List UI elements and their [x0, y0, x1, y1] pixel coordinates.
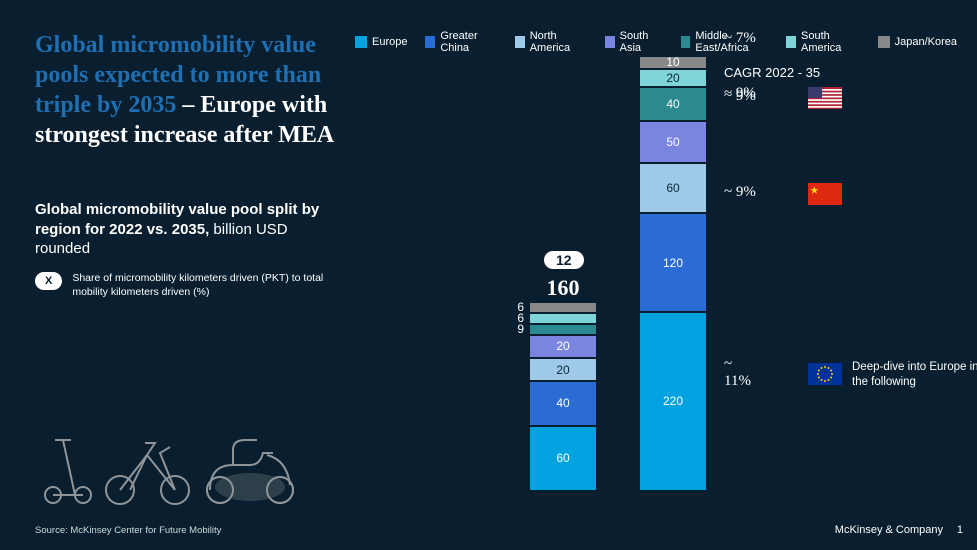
- legend-item: Greater China: [425, 30, 496, 54]
- legend-label: Japan/Korea: [895, 36, 957, 48]
- legend-label: South Asia: [620, 30, 663, 54]
- bar-segment: 40: [640, 88, 706, 120]
- legend-swatch: [878, 36, 890, 48]
- bar-column: 10 20 4050601202202035: [640, 55, 706, 490]
- us-flag-icon: [808, 87, 842, 109]
- legend: Europe Greater China North America South As…: [355, 30, 957, 54]
- legend-swatch: [786, 36, 796, 48]
- legend-swatch: [605, 36, 615, 48]
- pkt-pill: X: [35, 272, 62, 290]
- attribution: McKinsey & Company: [835, 524, 943, 536]
- legend-label: North America: [530, 30, 587, 54]
- legend-item: Europe: [355, 30, 407, 54]
- bar-segment: 120: [640, 214, 706, 311]
- year-label: 2035: [640, 472, 706, 490]
- bar-segment: 20: [530, 359, 596, 380]
- slide-subtitle: Global micromobility value pool split by…: [35, 200, 325, 259]
- bar-segment: 60: [640, 164, 706, 212]
- year-label: 2022: [530, 472, 596, 490]
- bar-segment: 6: [530, 314, 596, 323]
- cagr-value: ~ 9%: [724, 88, 756, 105]
- legend-item: Japan/Korea: [878, 30, 957, 54]
- bar-segment: 9: [530, 325, 596, 334]
- slide-title: Global micromobility value pools expecte…: [35, 30, 335, 150]
- cagr-value: ~ 7%: [724, 30, 756, 47]
- bar-column: 669202040602022: [530, 55, 596, 490]
- bar-segment: 10: [640, 57, 706, 68]
- cagr-header: CAGR 2022 - 35: [724, 65, 820, 80]
- page-number: 1: [957, 524, 963, 536]
- cagr-value: ~ 9%: [724, 184, 756, 201]
- legend-item: South Asia: [605, 30, 663, 54]
- bar-segment: 50: [640, 122, 706, 162]
- legend-swatch: [425, 36, 435, 48]
- cn-flag-icon: [808, 183, 842, 205]
- flag-note: Deep-dive into Europe in the following: [852, 360, 977, 390]
- legend-label: South America: [801, 30, 860, 54]
- legend-swatch: [515, 36, 525, 48]
- eu-flag-icon: [808, 363, 842, 385]
- bar-segment: 220: [640, 313, 706, 490]
- pkt-note: X Share of micromobility kilometers driv…: [35, 272, 335, 299]
- legend-swatch: [355, 36, 367, 48]
- legend-item: South America: [786, 30, 859, 54]
- legend-label: Greater China: [440, 30, 497, 54]
- pkt-text: Share of micromobility kilometers driven…: [72, 272, 335, 299]
- legend-label: Europe: [372, 36, 407, 48]
- bar-segment: 40: [530, 382, 596, 424]
- cagr-value: ~11%: [724, 356, 751, 390]
- vehicles-illustration: [35, 405, 305, 505]
- legend-item: North America: [515, 30, 587, 54]
- source-text: Source: McKinsey Center for Future Mobil…: [35, 525, 221, 536]
- segment-value: 9: [517, 322, 524, 336]
- bar-segment: 20: [530, 336, 596, 357]
- bar-segment: 20: [640, 70, 706, 86]
- bar-segment: 6: [530, 303, 596, 312]
- legend-swatch: [681, 36, 691, 48]
- stacked-bar-chart: CAGR 2022 - 35 12160669202040602022~ 9%~…: [460, 55, 960, 515]
